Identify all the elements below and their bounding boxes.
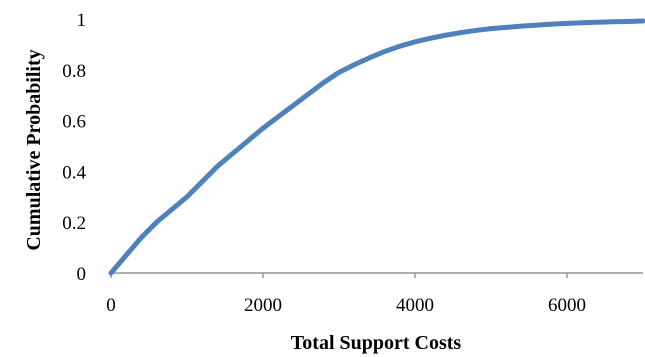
cdf-line bbox=[108, 18, 645, 276]
y-axis-ticks: 0 0.2 0.4 0.6 0.8 1 bbox=[62, 10, 86, 285]
plot-area: 0 2000 4000 6000 0 0.2 0.4 0.6 0.8 1 bbox=[62, 10, 645, 316]
y-tick-label: 0 bbox=[77, 264, 87, 285]
x-tick-label: 0 bbox=[106, 295, 116, 316]
x-tick-label: 4000 bbox=[396, 295, 434, 316]
y-tick-label: 0.4 bbox=[62, 162, 86, 183]
y-tick-label: 0.2 bbox=[62, 213, 86, 234]
y-tick-label: 1 bbox=[77, 10, 87, 31]
x-tick-label: 6000 bbox=[548, 295, 586, 316]
x-axis-ticks: 0 2000 4000 6000 bbox=[106, 273, 586, 316]
y-tick-label: 0.8 bbox=[62, 61, 86, 82]
y-tick-label: 0.6 bbox=[62, 112, 86, 133]
x-tick-label: 2000 bbox=[244, 295, 282, 316]
x-axis-title: Total Support Costs bbox=[291, 332, 462, 354]
series-layer bbox=[108, 18, 645, 276]
y-axis-title: Cumulative Probability bbox=[23, 49, 45, 250]
